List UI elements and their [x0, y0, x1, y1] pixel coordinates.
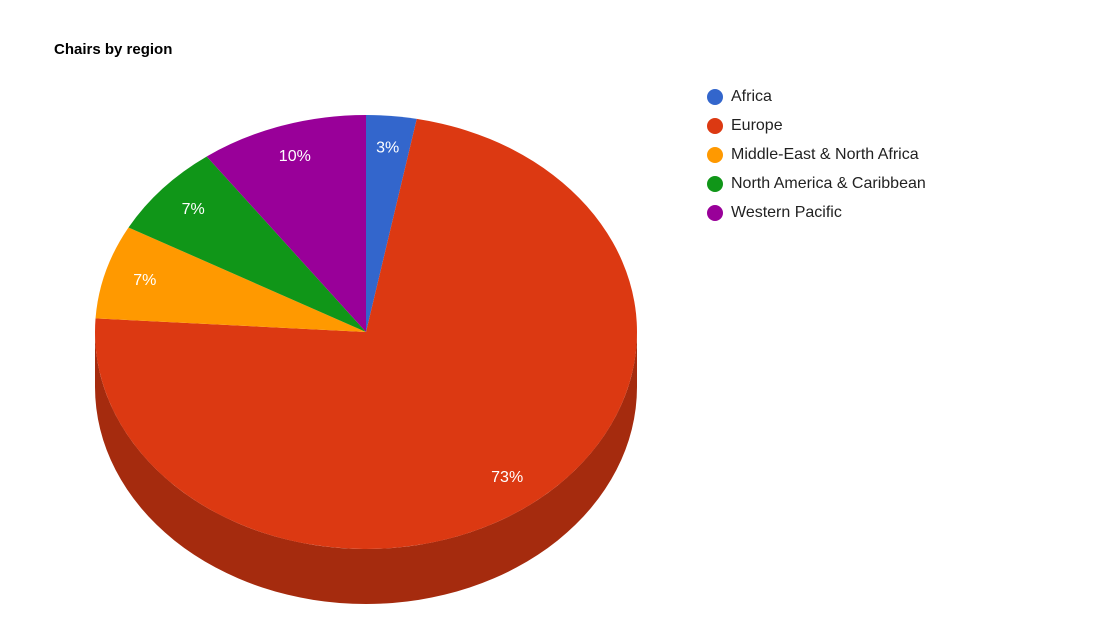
- legend-marker: [707, 205, 723, 221]
- legend-marker: [707, 89, 723, 105]
- legend-label: Western Pacific: [731, 204, 842, 221]
- legend-label: North America & Caribbean: [731, 175, 926, 192]
- legend-marker: [707, 176, 723, 192]
- chart-title: Chairs by region: [54, 41, 172, 58]
- slice: [95, 118, 638, 550]
- data-label: 73%: [491, 469, 523, 486]
- legend-label: Africa: [731, 88, 772, 105]
- data-label: 10%: [279, 148, 311, 165]
- data-label: 3%: [376, 140, 399, 157]
- legend-label: Middle-East & North Africa: [731, 146, 919, 163]
- slice-side: [95, 332, 637, 604]
- legend-label: Europe: [731, 117, 783, 134]
- data-label: 7%: [182, 201, 205, 218]
- slice: [95, 227, 366, 332]
- slice: [366, 115, 417, 332]
- legend-marker: [707, 118, 723, 134]
- legend-marker: [707, 147, 723, 163]
- data-label: 7%: [133, 272, 156, 289]
- slice: [206, 115, 366, 332]
- slice: [128, 156, 366, 332]
